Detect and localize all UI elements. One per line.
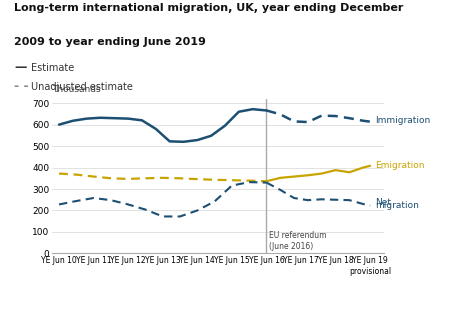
Text: Unadjusted estimate: Unadjusted estimate [31,82,133,91]
Text: Estimate: Estimate [31,63,74,73]
Text: —: — [14,61,27,74]
Text: Emigration: Emigration [375,161,425,170]
Text: Thousands: Thousands [52,85,101,94]
Text: - -: - - [14,80,29,93]
Text: Long-term international migration, UK, year ending December: Long-term international migration, UK, y… [14,3,403,13]
Text: Net: Net [375,198,392,207]
Text: EU referendum
(June 2016): EU referendum (June 2016) [269,231,327,251]
Text: migration: migration [375,201,419,210]
Text: Immigration: Immigration [375,116,430,125]
Text: 2009 to year ending June 2019: 2009 to year ending June 2019 [14,37,206,47]
